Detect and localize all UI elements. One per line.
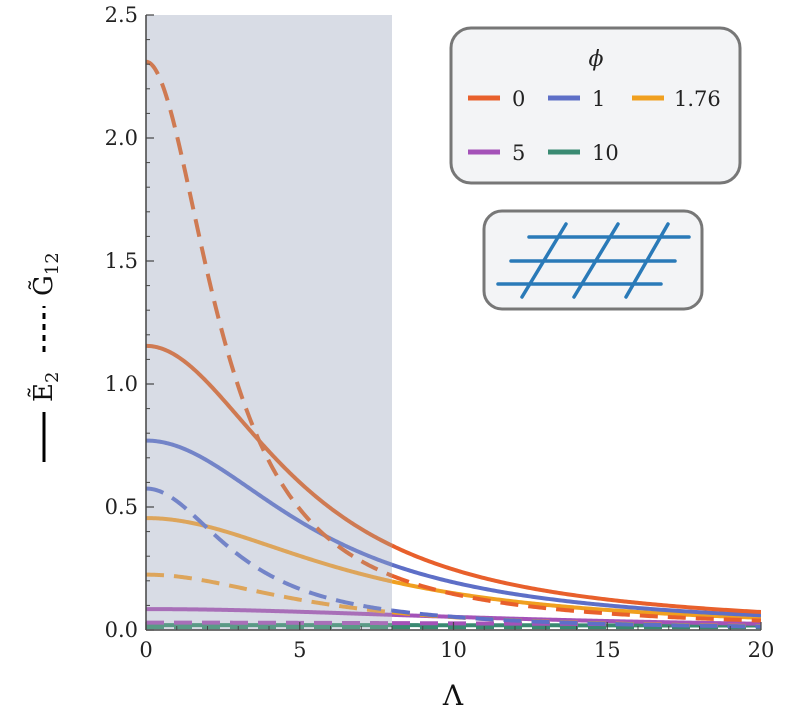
- legend: ϕ 0 1 1.76 5 10: [449, 26, 742, 185]
- legend-label-3: 5: [512, 141, 525, 165]
- series-2-dashed-shaded: [146, 572, 393, 615]
- series-0-solid: [391, 543, 761, 615]
- x-tick-label: 15: [594, 638, 621, 662]
- y-label-solid-text: Ẽ2: [27, 372, 63, 402]
- lattice-col-3: [624, 222, 670, 299]
- shaded-region: [146, 15, 392, 630]
- series-0-solid-shaded: [146, 343, 393, 548]
- x-tick-label: 0: [139, 638, 152, 662]
- series-0-dashed: [391, 573, 761, 623]
- series-3-solid-shaded: [146, 607, 393, 617]
- series-1-solid: [391, 562, 761, 618]
- curves-layer: [146, 59, 761, 630]
- series-0-dashed-shaded: [146, 59, 393, 578]
- y-tick-label: 2.0: [105, 126, 138, 150]
- legend-label-1: 1: [592, 87, 605, 111]
- y-axis-label: Ẽ2 G̃12: [27, 252, 63, 462]
- legend-label-4: 10: [592, 141, 619, 165]
- series-1-dashed: [391, 608, 761, 629]
- ticks: 0 5 10 15 200.00.51.01.52.02.5: [105, 3, 775, 662]
- x-tick-label: 5: [293, 638, 306, 662]
- x-axis-label: Λ: [442, 679, 464, 712]
- series-2-solid-shaded: [146, 516, 393, 584]
- y-label-dashed-text: G̃12: [28, 252, 63, 296]
- legend-title: ϕ: [589, 47, 604, 72]
- legend-label-2: 1.76: [674, 87, 721, 111]
- tilted-lattice-icon: [482, 209, 704, 311]
- y-tick-label: 0.5: [105, 495, 138, 519]
- y-tick-label: 1.5: [105, 249, 138, 273]
- series-1-dashed-shaded: [146, 486, 393, 613]
- series-1-solid-shaded: [146, 438, 393, 567]
- y-tick-label: 1.0: [105, 372, 138, 396]
- legend-box: [449, 26, 742, 185]
- x-tick-label: 10: [440, 638, 467, 662]
- legend-label-0: 0: [512, 87, 525, 111]
- y-tick-label: 2.5: [105, 3, 138, 27]
- x-tick-label: 20: [748, 638, 775, 662]
- lattice-col-2: [572, 222, 620, 299]
- y-tick-label: 0.0: [105, 618, 138, 642]
- lattice-col-1: [520, 222, 568, 299]
